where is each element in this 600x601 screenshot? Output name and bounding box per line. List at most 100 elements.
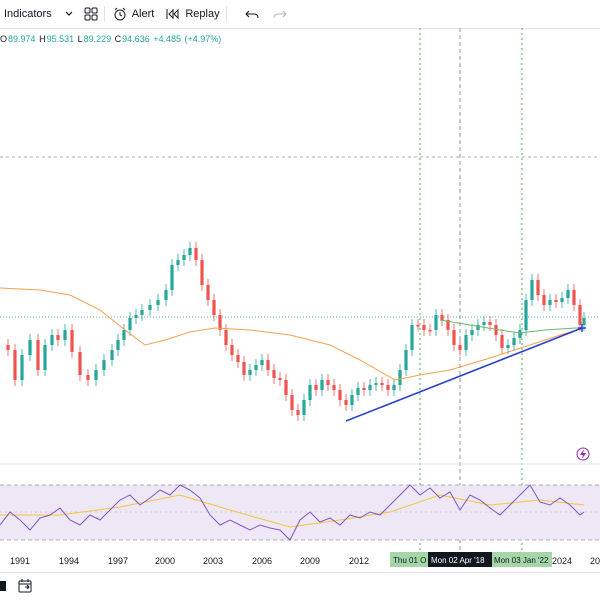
x-tick-label: 20 bbox=[590, 556, 600, 566]
indicators-button[interactable]: Indicators bbox=[4, 0, 74, 28]
candle bbox=[296, 410, 300, 415]
candle bbox=[230, 345, 234, 355]
candle bbox=[416, 325, 420, 327]
candle bbox=[110, 350, 114, 360]
candle bbox=[200, 260, 204, 285]
candle bbox=[548, 300, 552, 305]
candle bbox=[380, 383, 384, 385]
trend-line[interactable] bbox=[345, 327, 583, 422]
candle bbox=[404, 350, 408, 370]
candle bbox=[182, 255, 186, 260]
candle bbox=[43, 345, 47, 370]
candle bbox=[176, 260, 180, 265]
candle bbox=[428, 330, 432, 332]
candle bbox=[530, 280, 534, 300]
candle bbox=[86, 375, 90, 380]
candle bbox=[512, 338, 516, 345]
candle bbox=[482, 322, 486, 325]
undo-icon bbox=[244, 10, 259, 19]
candle bbox=[224, 330, 228, 345]
candle bbox=[170, 265, 174, 290]
candle bbox=[314, 385, 318, 390]
candle bbox=[164, 290, 168, 300]
open-label: O bbox=[0, 34, 8, 44]
candle bbox=[218, 315, 222, 330]
x-tick-label: 1994 bbox=[59, 556, 79, 566]
candle bbox=[344, 400, 348, 405]
close-label: C bbox=[114, 34, 122, 44]
ma-green-line bbox=[439, 319, 584, 334]
candle bbox=[320, 380, 324, 390]
grid-icon bbox=[84, 7, 98, 21]
high-label: H bbox=[39, 34, 46, 44]
candle bbox=[440, 315, 444, 320]
candle bbox=[500, 335, 504, 348]
close-value: 94.636 bbox=[122, 34, 150, 44]
x-tick-label: 2009 bbox=[300, 556, 320, 566]
candle bbox=[36, 340, 40, 370]
candle bbox=[156, 300, 160, 305]
candle bbox=[122, 330, 126, 340]
trend-line-handle[interactable] bbox=[578, 324, 586, 332]
candle bbox=[6, 345, 10, 350]
candle bbox=[386, 385, 390, 390]
toolbar-divider bbox=[103, 6, 105, 22]
lightning-icon[interactable] bbox=[576, 447, 590, 461]
candle bbox=[368, 385, 372, 390]
alert-button[interactable]: Alert bbox=[113, 0, 155, 28]
crosshair-label-left-text: Thu 01 O bbox=[393, 556, 426, 565]
candle bbox=[78, 352, 82, 375]
candle bbox=[446, 320, 450, 330]
rsi-ma-line bbox=[0, 494, 585, 528]
price-chart[interactable]: 1991 1994 1997 2000 2003 2006 2009 2012 … bbox=[0, 0, 600, 572]
toolbar-divider bbox=[225, 6, 227, 22]
crosshair-label-center-text: Mon 02 Apr '18 bbox=[431, 556, 485, 565]
x-tick-label: 2000 bbox=[155, 556, 175, 566]
candle bbox=[128, 318, 132, 330]
candle bbox=[56, 335, 60, 340]
low-label: L bbox=[77, 34, 83, 44]
candle bbox=[464, 335, 468, 350]
change-value: +4.485 bbox=[153, 34, 181, 44]
x-axis: 1991 1994 1997 2000 2003 2006 2009 2012 … bbox=[10, 556, 600, 566]
replay-button[interactable]: Replay bbox=[166, 0, 220, 28]
open-value: 89.974 bbox=[8, 34, 36, 44]
candle bbox=[63, 330, 67, 340]
candle bbox=[326, 380, 330, 385]
candle bbox=[134, 315, 138, 318]
candle bbox=[236, 355, 240, 362]
x-tick-label: 2003 bbox=[203, 556, 223, 566]
candle bbox=[476, 325, 480, 330]
crosshair-label-left: Thu 01 O bbox=[390, 552, 430, 567]
candle bbox=[290, 395, 294, 410]
x-tick-label: 1997 bbox=[108, 556, 128, 566]
candle bbox=[518, 330, 522, 338]
calendar-icon[interactable] bbox=[18, 578, 34, 594]
candle bbox=[116, 340, 120, 350]
layouts-button[interactable] bbox=[84, 0, 98, 28]
candle bbox=[308, 385, 312, 400]
candle bbox=[524, 300, 528, 330]
candle bbox=[410, 325, 414, 350]
candle bbox=[536, 280, 540, 295]
x-tick-label: 2006 bbox=[252, 556, 272, 566]
redo-button[interactable] bbox=[273, 0, 287, 28]
chevron-down-icon bbox=[65, 11, 73, 16]
candle bbox=[248, 370, 252, 375]
replay-label: Replay bbox=[185, 8, 220, 20]
x-tick-label: 1991 bbox=[10, 556, 30, 566]
candle bbox=[206, 285, 210, 300]
ohlc-legend: O89.974 H95.531 L89.229 C94.636 +4.485 (… bbox=[0, 34, 222, 44]
candle bbox=[506, 345, 510, 348]
rsi-line bbox=[0, 484, 585, 541]
candle bbox=[20, 355, 24, 380]
candle bbox=[488, 322, 492, 325]
candle bbox=[362, 388, 366, 390]
alert-label: Alert bbox=[131, 8, 155, 20]
top-toolbar: Indicators Alert Replay bbox=[0, 0, 600, 29]
candle bbox=[578, 305, 582, 325]
candle bbox=[50, 335, 54, 345]
undo-button[interactable] bbox=[244, 0, 259, 28]
crosshair-label-right-text: Mon 03 Jan '22 bbox=[494, 556, 549, 565]
candle bbox=[260, 360, 264, 365]
